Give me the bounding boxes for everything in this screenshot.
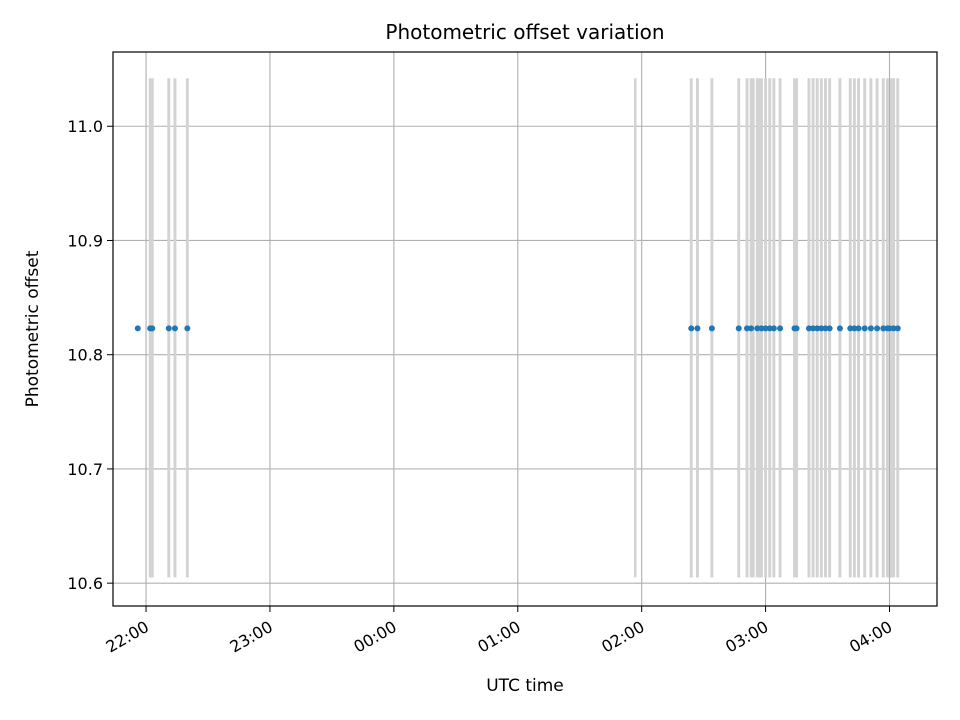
data-point (855, 325, 862, 332)
data-point (149, 325, 156, 332)
data-point (826, 325, 833, 332)
y-tick-label: 10.6 (67, 574, 103, 593)
data-point (890, 325, 897, 332)
x-axis-label: UTC time (486, 676, 564, 696)
data-point (754, 325, 761, 332)
y-tick-label: 11.0 (67, 117, 103, 136)
data-point (735, 325, 742, 332)
data-point (867, 325, 874, 332)
data-point (744, 325, 751, 332)
data-point (818, 325, 825, 332)
chart-title: Photometric offset variation (385, 20, 664, 44)
data-point (134, 325, 141, 332)
grid (113, 52, 937, 606)
y-tick-label: 10.9 (67, 231, 103, 250)
exposure-band (634, 78, 637, 578)
data-point (748, 325, 755, 332)
data-points (134, 325, 901, 332)
data-point (171, 325, 178, 332)
data-point (874, 325, 881, 332)
data-point (836, 325, 843, 332)
data-point (861, 325, 868, 332)
data-point (694, 325, 701, 332)
y-axis-label: Photometric offset (23, 250, 43, 407)
data-point (758, 325, 765, 332)
data-point (886, 325, 893, 332)
y-tick-label: 10.7 (67, 460, 103, 479)
data-point (766, 325, 773, 332)
data-point (793, 325, 800, 332)
data-point (805, 325, 812, 332)
plot-frame (112, 51, 938, 607)
data-point (880, 325, 887, 332)
data-point (762, 325, 769, 332)
data-point (165, 325, 172, 332)
data-point (851, 325, 858, 332)
data-point (184, 325, 191, 332)
y-tick-label: 10.8 (67, 346, 103, 365)
data-point (822, 325, 829, 332)
data-point (894, 325, 901, 332)
data-point (814, 325, 821, 332)
data-point (770, 325, 777, 332)
y-axis-ticks: 10.6 10.7 10.8 10.9 11.0 (67, 117, 113, 593)
data-point (777, 325, 784, 332)
data-point (810, 325, 817, 332)
data-point (847, 325, 854, 332)
data-point (708, 325, 715, 332)
data-point (688, 325, 695, 332)
